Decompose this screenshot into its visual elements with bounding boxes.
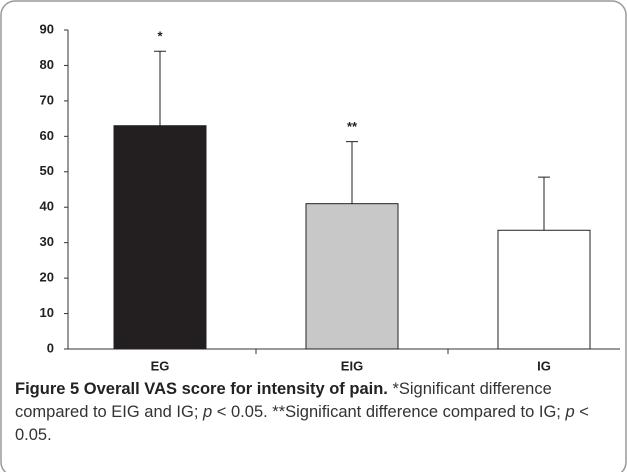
x-tick-label: EIG	[341, 358, 363, 373]
caption-text: < 0.05.	[15, 403, 589, 444]
caption-text: p	[203, 403, 213, 421]
y-tick-label: 50	[40, 163, 54, 178]
y-tick-label: 60	[40, 128, 54, 143]
caption: Figure 5 Overall VAS score for intensity…	[15, 378, 615, 447]
y-tick-label: 70	[40, 92, 54, 107]
bar	[497, 229, 591, 350]
y-tick-label: 0	[47, 340, 54, 355]
annotation: **	[347, 119, 358, 134]
y-tick-label: 30	[40, 234, 54, 249]
error-bar	[346, 141, 358, 204]
y-tick-label: 20	[40, 270, 54, 285]
x-tick-label: EG	[151, 358, 170, 373]
y-tick-label: 10	[40, 305, 54, 320]
caption-text: p	[565, 403, 575, 421]
annotation: *	[157, 29, 163, 44]
caption-text: *Significant difference compared to EIG …	[15, 380, 552, 421]
bar	[305, 203, 399, 350]
y-tick-label: 90	[40, 21, 54, 36]
bar	[113, 125, 207, 350]
y-tick-label: 80	[40, 57, 54, 72]
caption-label: Figure 5 Overall VAS score for intensity…	[15, 380, 388, 398]
caption-text: < 0.05. **Significant difference compare…	[212, 403, 566, 421]
error-bar	[154, 50, 166, 126]
x-tick-label: IG	[537, 358, 551, 373]
error-bar	[538, 176, 550, 231]
y-tick-label: 40	[40, 199, 54, 214]
